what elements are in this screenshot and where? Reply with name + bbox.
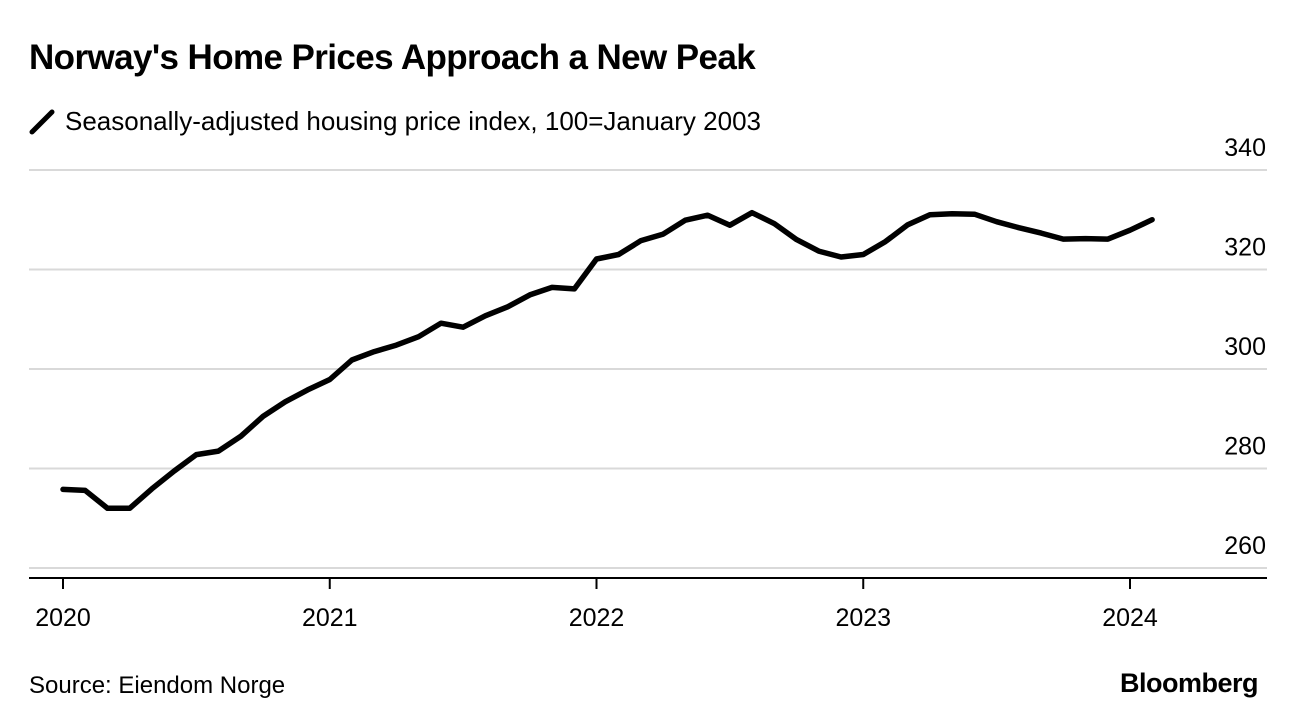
x-axis: 2020 2021 2022 2023 2024 (29, 577, 1267, 632)
bloomberg-logo: Bloomberg (1119, 668, 1259, 698)
series-layer (60, 209, 1155, 512)
y-tick-label-300: 300 (1224, 333, 1266, 361)
y-axis-tick-labels: 260 280 300 320 340 (1224, 134, 1266, 560)
x-tick-label-2021: 2021 (302, 604, 358, 632)
y-tick-label-280: 280 (1224, 433, 1266, 461)
legend-label: Seasonally-adjusted housing price index,… (65, 106, 761, 136)
x-tick-label-2020: 2020 (35, 604, 91, 632)
x-tick-label-2022: 2022 (569, 604, 625, 632)
series-line-0 (60, 209, 1155, 512)
x-tick-label-2023: 2023 (835, 604, 891, 632)
chart-title: Norway's Home Prices Approach a New Peak (29, 38, 756, 77)
y-tick-label-260: 260 (1224, 532, 1266, 560)
y-tick-label-340: 340 (1224, 134, 1266, 162)
legend-line-icon (29, 109, 55, 134)
source-note: Source: Eiendom Norge (29, 672, 286, 699)
x-tick-label-2024: 2024 (1102, 604, 1158, 632)
legend: Seasonally-adjusted housing price index,… (29, 106, 761, 137)
grid-lines (29, 168, 1267, 570)
y-tick-label-320: 320 (1224, 233, 1266, 261)
